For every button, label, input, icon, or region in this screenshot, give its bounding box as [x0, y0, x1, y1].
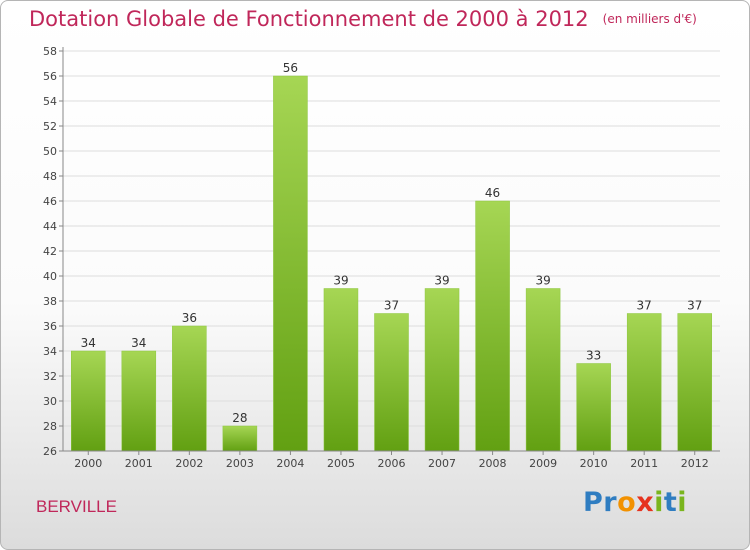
bar-2011 — [626, 313, 662, 452]
y-tick-label: 34 — [43, 345, 57, 358]
data-label-2011: 37 — [637, 299, 652, 313]
y-tick-label: 56 — [43, 70, 57, 83]
bar-2003 — [222, 425, 258, 452]
y-tick-label: 54 — [43, 95, 57, 108]
y-tick-label: 48 — [43, 170, 57, 183]
x-tick-label-2009: 2009 — [529, 457, 557, 470]
chart-unit: (en milliers d'€) — [602, 12, 697, 26]
x-tick-label-2000: 2000 — [74, 457, 102, 470]
y-tick-label: 32 — [43, 370, 57, 383]
data-label-2008: 46 — [485, 186, 500, 200]
y-tick-label: 52 — [43, 120, 57, 133]
logo-letter: P — [583, 487, 604, 518]
bar-2004 — [273, 75, 308, 452]
y-tick-label: 40 — [43, 270, 57, 283]
bar-2001 — [121, 350, 157, 452]
logo-letter: x — [636, 487, 655, 518]
bar-2010 — [576, 363, 611, 452]
y-tick-label: 44 — [43, 220, 57, 233]
data-label-2012: 37 — [687, 299, 702, 313]
data-label-2007: 39 — [434, 274, 449, 288]
bar-2009 — [525, 288, 561, 452]
logo-letter: i — [654, 487, 664, 518]
x-tick-label-2010: 2010 — [580, 457, 608, 470]
y-tick-label: 42 — [43, 245, 57, 258]
logo-letter: r — [603, 487, 618, 518]
data-label-2003: 28 — [232, 411, 247, 425]
logo-letter: t — [663, 487, 678, 518]
y-tick-label: 36 — [43, 320, 57, 333]
data-label-2009: 39 — [535, 274, 550, 288]
x-tick-label-2006: 2006 — [378, 457, 406, 470]
data-label-2001: 34 — [131, 336, 146, 350]
logo-letter: i — [677, 487, 688, 518]
x-tick-label-2002: 2002 — [175, 457, 203, 470]
x-tick-label-2004: 2004 — [276, 457, 304, 470]
bar-2008 — [475, 200, 510, 452]
logo-letter: o — [617, 487, 637, 518]
y-tick-label: 58 — [43, 45, 57, 58]
axis-layer: 26 28 30 32 34 36 38 40 42 44 46 48 50 52 54 56 58 2000 20… — [43, 45, 720, 470]
chart-title: Dotation Globale de Fonctionnement de 20… — [29, 7, 697, 31]
bar-2005 — [323, 288, 359, 452]
data-label-2000: 34 — [81, 336, 96, 350]
data-label-2005: 39 — [333, 274, 348, 288]
y-tick-label: 46 — [43, 195, 57, 208]
x-tick-label-2007: 2007 — [428, 457, 456, 470]
x-tick-label-2011: 2011 — [630, 457, 658, 470]
data-label-2010: 33 — [586, 349, 601, 363]
data-label-2006: 37 — [384, 299, 399, 313]
bar-2007 — [424, 288, 460, 452]
y-tick-label: 28 — [43, 420, 57, 433]
y-tick-label: 50 — [43, 145, 57, 158]
x-tick-label-2012: 2012 — [681, 457, 709, 470]
chart-title-text: Dotation Globale de Fonctionnement de 20… — [29, 7, 589, 31]
y-tick-label: 38 — [43, 295, 57, 308]
x-tick-label-2001: 2001 — [125, 457, 153, 470]
x-tick-label-2008: 2008 — [479, 457, 507, 470]
bars-layer: 34 34 36 28 56 39 37 39 46 39 33 37 37 — [71, 61, 712, 452]
data-label-2002: 36 — [182, 311, 197, 325]
y-tick-label: 26 — [43, 445, 57, 458]
y-tick-label: 30 — [43, 395, 57, 408]
data-label-2004: 56 — [283, 61, 298, 75]
bar-2012 — [677, 313, 712, 452]
x-tick-label-2003: 2003 — [226, 457, 254, 470]
bar-2006 — [374, 313, 409, 452]
town-name: BERVILLE — [36, 497, 117, 516]
bar-2000 — [71, 350, 106, 452]
proxiti-logo: Proxiti — [583, 487, 687, 518]
x-tick-label-2005: 2005 — [327, 457, 355, 470]
bar-2002 — [172, 325, 207, 452]
